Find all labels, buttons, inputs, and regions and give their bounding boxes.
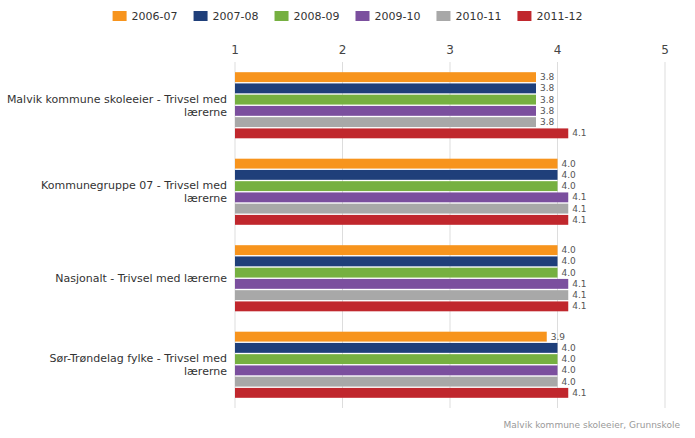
- legend-item: 2007-08: [194, 10, 259, 23]
- data-label: 4.1: [572, 290, 586, 300]
- data-label: 4.0: [562, 181, 577, 191]
- tick-label: 2: [339, 43, 347, 57]
- legend-item: 2008-09: [275, 10, 340, 23]
- tick-label: 4: [554, 43, 562, 57]
- data-label: 3.8: [540, 117, 555, 127]
- legend-label: 2009-10: [375, 10, 421, 23]
- legend-label: 2010-11: [455, 10, 501, 23]
- legend-item: 2010-11: [436, 10, 501, 23]
- bar: [235, 343, 558, 353]
- bars: [235, 72, 568, 398]
- category-label: Sør-Trøndelag fylke - Trivsel medlærerne: [49, 352, 227, 378]
- bar: [235, 268, 558, 278]
- data-label: 4.0: [562, 343, 577, 353]
- bar: [235, 117, 536, 127]
- data-label: 4.1: [572, 279, 586, 289]
- data-label: 4.0: [562, 170, 577, 180]
- bar: [235, 301, 568, 311]
- bar: [235, 170, 558, 180]
- bar: [235, 245, 558, 255]
- bar: [235, 106, 536, 116]
- data-label: 4.1: [572, 388, 586, 398]
- legend-swatch: [113, 11, 127, 21]
- bar: [235, 388, 568, 398]
- bar: [235, 72, 536, 82]
- bar: [235, 365, 558, 375]
- bar: [235, 192, 568, 202]
- data-label: 4.0: [562, 159, 577, 169]
- data-label: 3.9: [551, 332, 566, 342]
- bar: [235, 181, 558, 191]
- bar: [235, 290, 568, 300]
- bar: [235, 256, 558, 266]
- legend-item: 2006-07: [113, 10, 178, 23]
- data-label: 3.8: [540, 95, 555, 105]
- legend-item: 2011-12: [517, 10, 582, 23]
- legend-swatch: [194, 11, 208, 21]
- data-label: 4.0: [562, 256, 577, 266]
- legend-label: 2007-08: [213, 10, 259, 23]
- data-label: 4.1: [572, 204, 586, 214]
- category-label: Malvik kommune skoleeier - Trivsel medlæ…: [7, 93, 227, 119]
- legend-label: 2006-07: [132, 10, 178, 23]
- data-label: 4.1: [572, 192, 586, 202]
- bar: [235, 332, 547, 342]
- legend-item: 2009-10: [356, 10, 421, 23]
- legend-swatch: [356, 11, 370, 21]
- legend: 2006-07 2007-08 2008-09 2009-10 2010-11 2011-…: [113, 10, 583, 23]
- bar: [235, 128, 568, 138]
- legend-label: 2011-12: [536, 10, 582, 23]
- data-label: 4.0: [562, 268, 577, 278]
- bar: [235, 215, 568, 225]
- data-label: 4.0: [562, 377, 577, 387]
- tick-label: 5: [661, 43, 669, 57]
- bar: [235, 204, 568, 214]
- y-axis: Malvik kommune skoleeier - Trivsel medlæ…: [7, 93, 227, 379]
- bar: [235, 354, 558, 364]
- data-label: 4.0: [562, 245, 577, 255]
- tick-label: 3: [446, 43, 454, 57]
- data-label: 4.1: [572, 215, 586, 225]
- grid-line: [665, 62, 666, 408]
- footer: Malvik kommune skoleeier, Grunnskole: [504, 420, 681, 430]
- tick-label: 1: [231, 43, 239, 57]
- chart: 1 2 3 4 5 Malvik kommune skoleeier - Trivsel …: [0, 0, 695, 438]
- legend-swatch: [275, 11, 289, 21]
- data-label: 3.8: [540, 83, 555, 93]
- legend-swatch: [517, 11, 531, 21]
- bar: [235, 279, 568, 289]
- data-label: 4.0: [562, 354, 577, 364]
- bar: [235, 159, 558, 169]
- grid: [235, 62, 665, 408]
- category-label: Nasjonalt - Trivsel med lærerne: [55, 272, 227, 285]
- data-label: 4.1: [572, 301, 586, 311]
- x-axis: 1 2 3 4 5: [231, 43, 669, 57]
- bar: [235, 95, 536, 105]
- data-label: 3.8: [540, 72, 555, 82]
- category-label: Kommunegruppe 07 - Trivsel medlærerne: [41, 179, 227, 205]
- data-label: 4.1: [572, 128, 586, 138]
- bar: [235, 83, 536, 93]
- data-label: 4.0: [562, 365, 577, 375]
- data-label: 3.8: [540, 106, 555, 116]
- legend-swatch: [436, 11, 450, 21]
- bar: [235, 377, 558, 387]
- data-labels: 3.83.83.83.83.84.14.04.04.04.14.14.14.04…: [540, 72, 587, 398]
- legend-label: 2008-09: [294, 10, 340, 23]
